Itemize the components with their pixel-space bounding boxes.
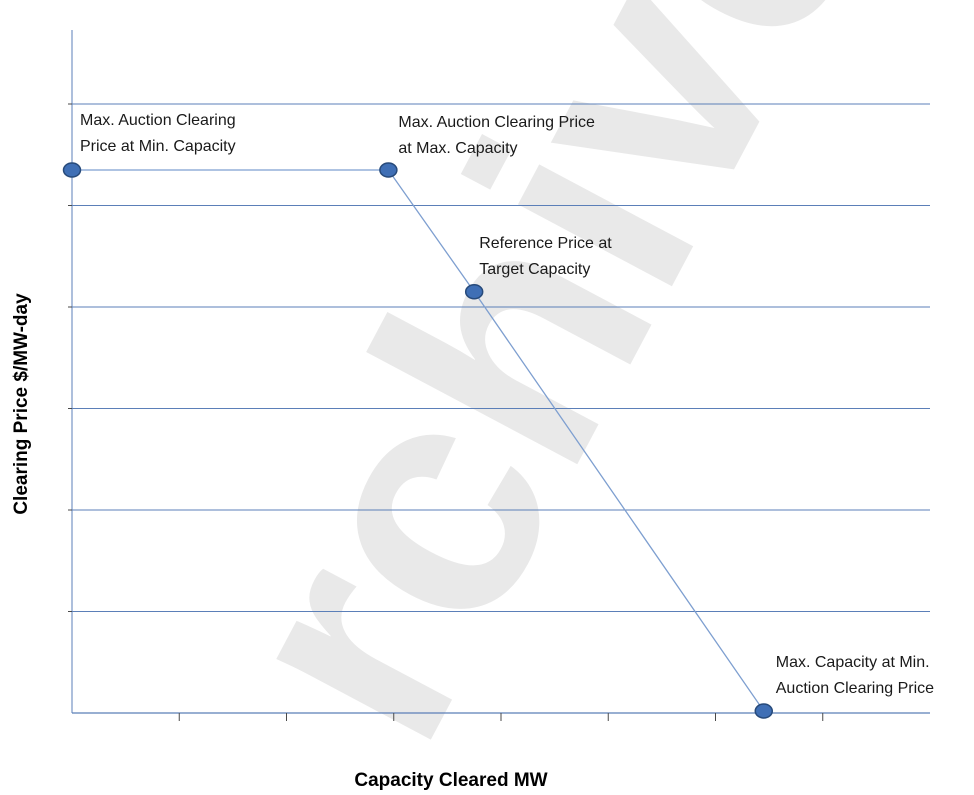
- gridlines: [72, 103, 930, 612]
- data-point: [62, 162, 82, 178]
- annotations: Max. Auction Clearing Price at Min. Capac…: [80, 112, 934, 697]
- annotation-line: Target Capacity: [479, 261, 590, 278]
- annotation-line: Reference Price at: [479, 235, 612, 252]
- annotation-label: Max. Auction Clearing Price at Max. Capac…: [398, 114, 595, 157]
- annotation-label: Reference Price at Target Capacity: [479, 235, 612, 278]
- annotation-label: Max. Capacity at Min. Auction Clearing Pr…: [776, 654, 934, 697]
- annotation-line: Price at Min. Capacity: [80, 138, 236, 155]
- annotation-line: Max. Capacity at Min.: [776, 654, 930, 671]
- series-line: [72, 169, 765, 712]
- annotation-label: Max. Auction Clearing Price at Min. Capac…: [80, 112, 236, 155]
- annotation-line: Max. Auction Clearing: [80, 112, 236, 129]
- series-path: [72, 169, 765, 712]
- data-point: [464, 284, 484, 300]
- y-axis-title: Clearing Price $/MW-day: [11, 293, 32, 515]
- annotation-line: Auction Clearing Price: [776, 680, 934, 697]
- data-point: [379, 162, 398, 178]
- data-point: [754, 703, 774, 719]
- axes: [68, 30, 930, 721]
- annotation-line: Max. Auction Clearing Price: [398, 114, 595, 131]
- annotation-line: at Max. Capacity: [398, 140, 517, 157]
- data-points: [62, 162, 774, 719]
- x-axis-title: Capacity Cleared MW: [354, 770, 547, 791]
